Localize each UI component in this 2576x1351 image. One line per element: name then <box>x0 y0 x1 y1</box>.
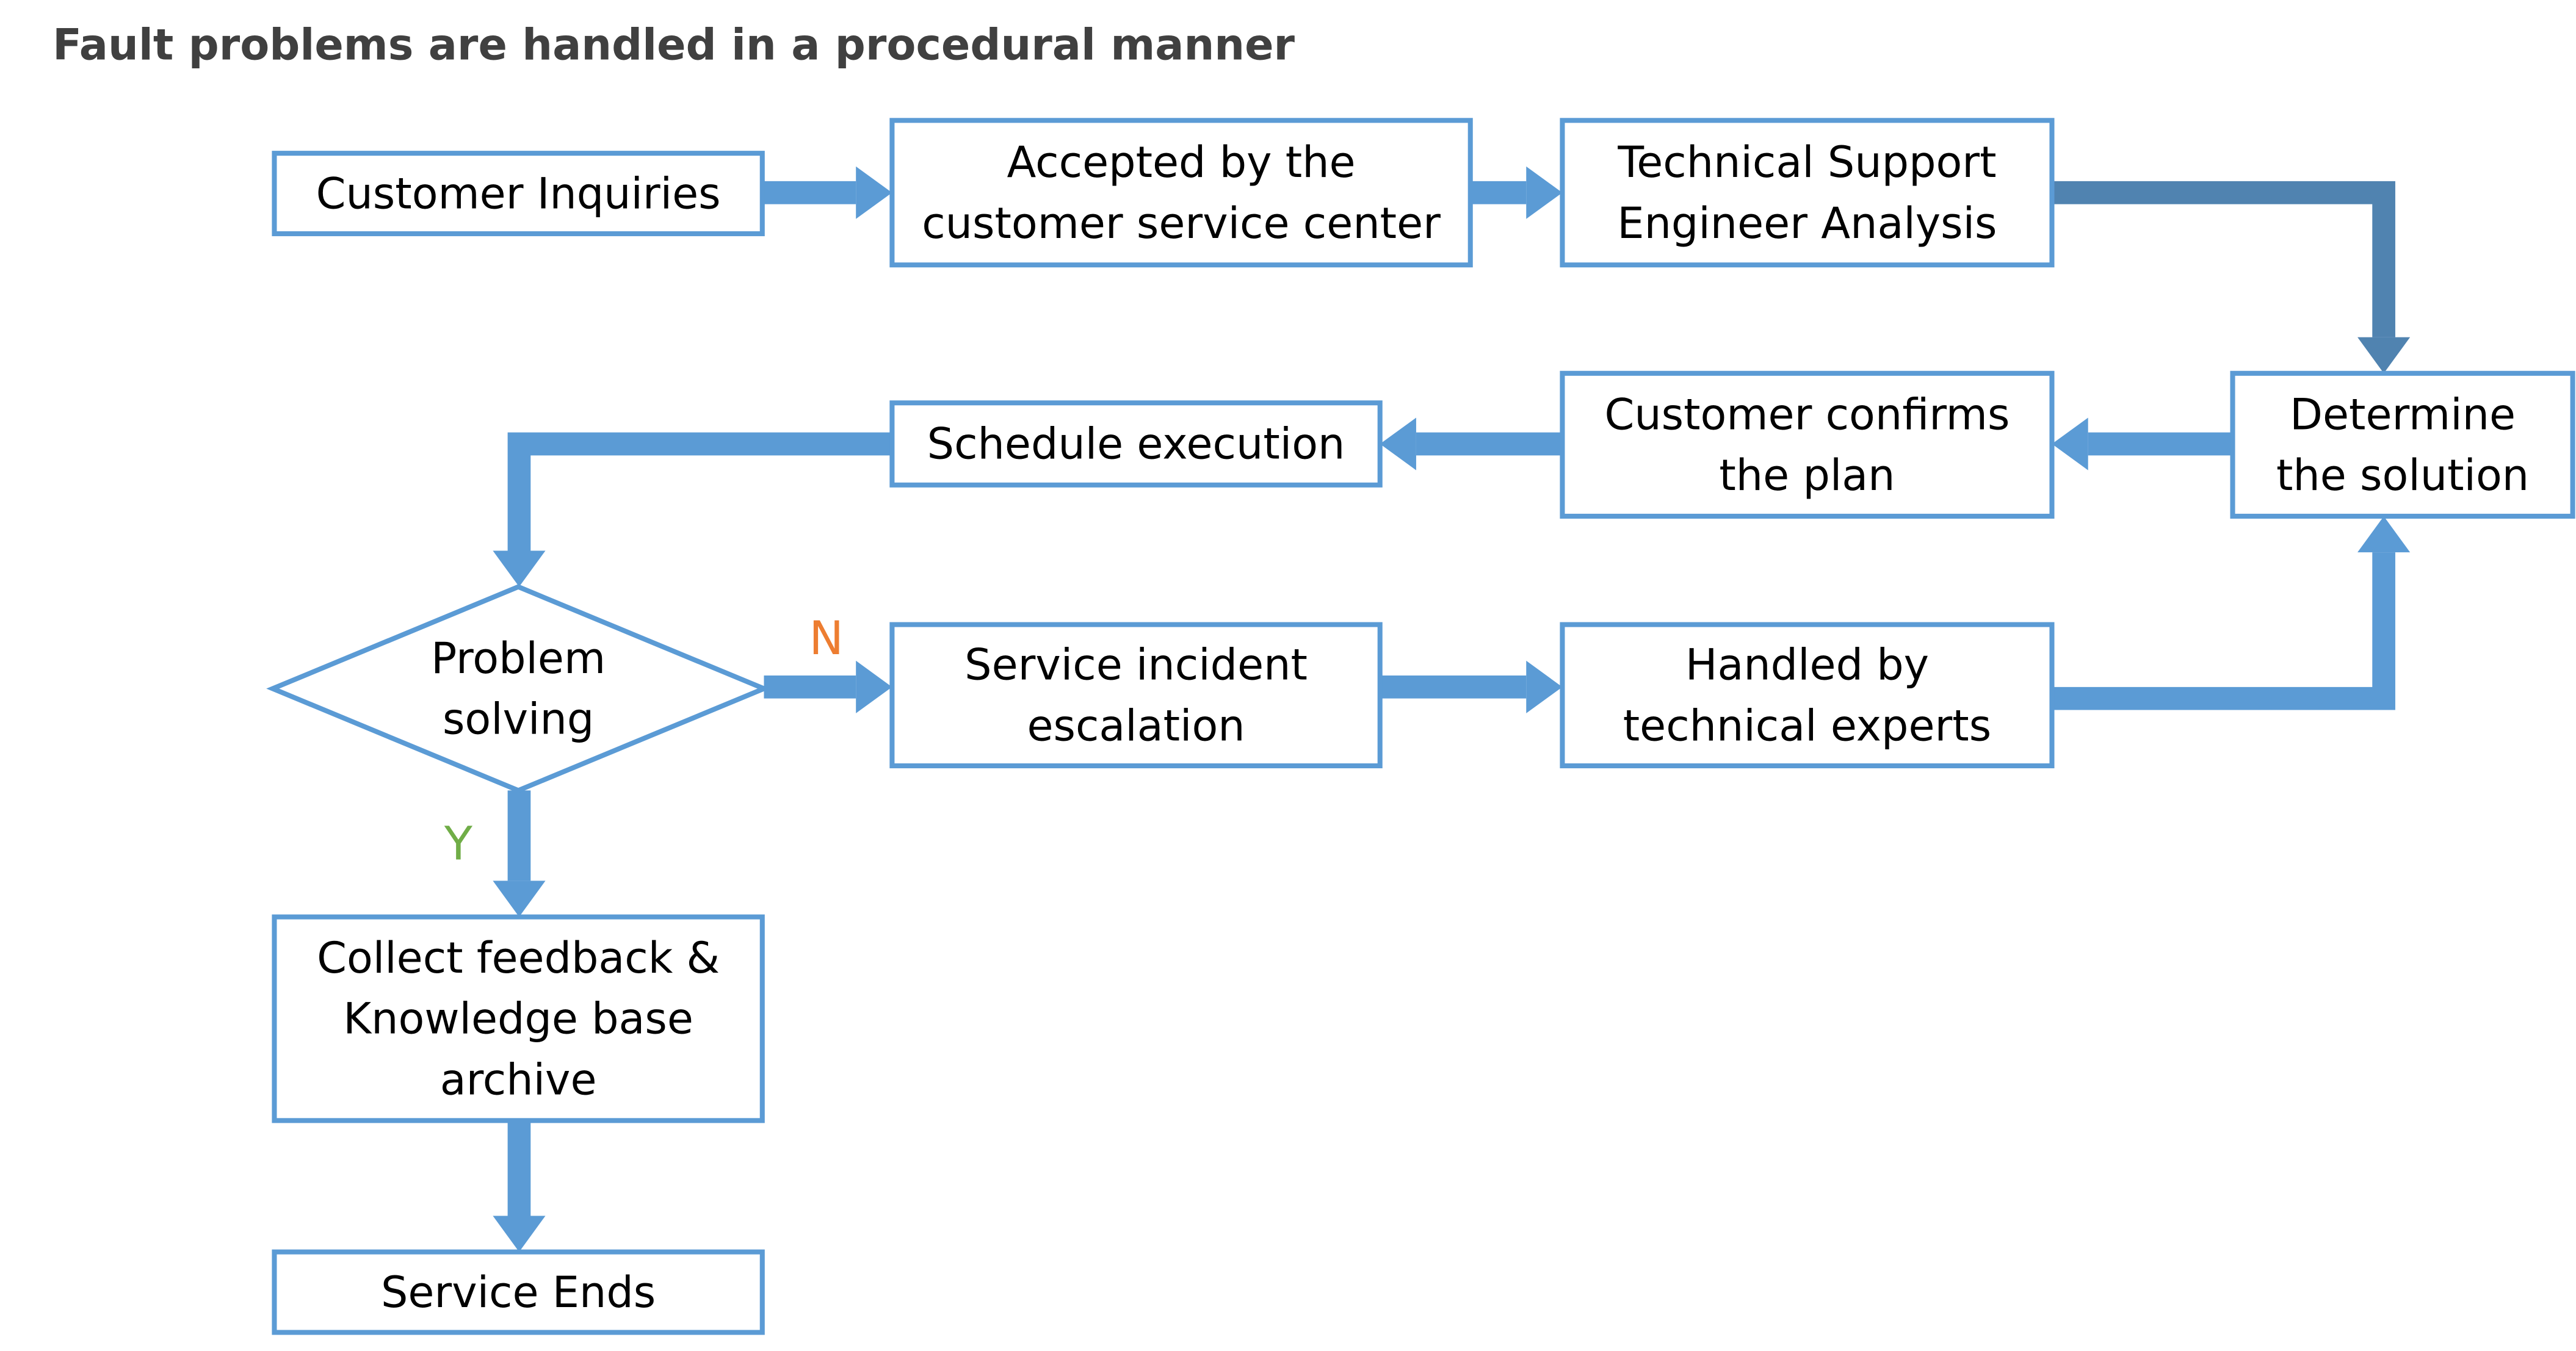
arrow-shaft <box>2052 181 2395 337</box>
process-box <box>889 622 1383 769</box>
node-accepted: Accepted by the customer service center <box>889 118 1473 268</box>
node-label: solving <box>443 694 594 744</box>
arrow-head <box>1526 660 1563 713</box>
node-label: Accepted by the <box>1007 137 1356 187</box>
node-label: technical experts <box>1623 701 1991 751</box>
diagram-title: Fault problems are handled in a procedur… <box>52 20 1295 70</box>
arrow-problem-solving-to-feedback <box>493 790 546 917</box>
arrow-head <box>1526 166 1563 219</box>
arrow-escalation-to-experts <box>1380 660 1563 713</box>
node-label: the solution <box>2276 450 2529 500</box>
arrow-head <box>493 881 546 917</box>
arrow-head <box>2357 516 2411 553</box>
node-label: escalation <box>1027 701 1245 751</box>
arrow-feedback-to-service-ends <box>493 1120 546 1252</box>
arrow-determine-to-confirms <box>2052 417 2233 470</box>
node-schedule: Schedule execution <box>889 400 1383 488</box>
process-box <box>1560 118 2055 268</box>
node-label: Handled by <box>1685 640 1929 690</box>
node-label: Engineer Analysis <box>1617 198 1997 248</box>
process-box <box>272 914 765 1123</box>
node-label: Service incident <box>964 640 1308 690</box>
node-feedback: Collect feedback & Knowledge base archive <box>272 914 765 1123</box>
arrow-customer-inquiries-to-accepted <box>762 166 892 219</box>
node-label: archive <box>440 1054 597 1104</box>
node-label: Collect feedback & <box>317 933 720 983</box>
node-label: Knowledge base <box>343 994 693 1044</box>
node-customer-inquiries: Customer Inquiries <box>272 151 765 237</box>
arrow-shaft <box>507 432 892 551</box>
arrow-shaft <box>2052 552 2395 710</box>
arrow-head <box>1380 417 1416 470</box>
node-label: Customer confirms <box>1604 389 2010 439</box>
process-box <box>272 151 765 237</box>
node-label: Customer Inquiries <box>316 168 721 218</box>
arrow-tech-support-to-determine <box>2052 181 2411 373</box>
process-box <box>2230 370 2575 519</box>
process-box <box>272 1249 765 1335</box>
process-box <box>1560 370 2055 519</box>
node-tech-support: Technical Support Engineer Analysis <box>1560 118 2055 268</box>
node-label: Service Ends <box>381 1267 656 1317</box>
node-label: Determine <box>2290 389 2516 439</box>
yes-label: Y <box>444 816 473 870</box>
node-label: Schedule execution <box>927 419 1345 469</box>
node-experts: Handled by technical experts <box>1560 622 2055 769</box>
node-confirms: Customer confirms the plan <box>1560 370 2055 519</box>
arrow-confirms-to-schedule <box>1380 417 1563 470</box>
node-label: the plan <box>1719 450 1895 500</box>
arrow-head <box>856 660 892 713</box>
arrow-accepted-to-tech-support <box>1470 166 1563 219</box>
node-problem-solving: Problem solving <box>266 584 771 793</box>
process-box <box>1560 622 2055 769</box>
arrow-head <box>856 166 892 219</box>
decision-diamond <box>266 584 771 793</box>
node-label: customer service center <box>922 198 1441 248</box>
process-box <box>889 400 1383 488</box>
no-label: N <box>809 611 844 665</box>
process-box <box>889 118 1473 268</box>
arrow-head <box>2357 337 2411 373</box>
arrow-experts-to-determine <box>2052 516 2411 710</box>
node-service-ends: Service Ends <box>272 1249 765 1335</box>
node-determine: Determine the solution <box>2230 370 2575 519</box>
arrow-head <box>493 550 546 587</box>
node-label: Problem <box>431 633 606 683</box>
node-label: Technical Support <box>1617 137 1996 187</box>
arrow-head <box>2052 417 2088 470</box>
arrow-head <box>493 1216 546 1252</box>
arrow-schedule-to-problem-solving <box>493 432 892 587</box>
arrow-problem-solving-to-escalation <box>764 660 892 713</box>
node-escalation: Service incident escalation <box>889 622 1383 769</box>
